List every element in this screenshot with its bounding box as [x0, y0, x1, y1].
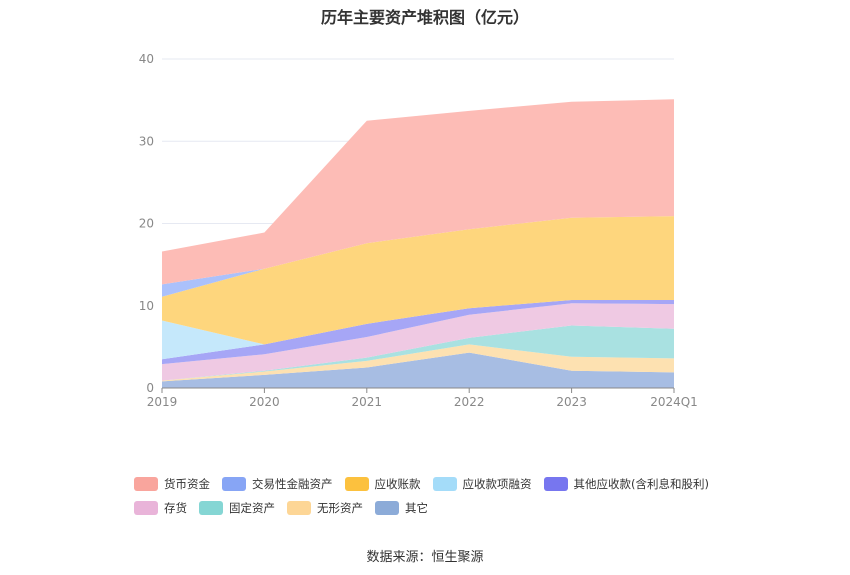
x-tick-label: 2022 — [454, 395, 485, 409]
legend-label: 其它 — [405, 501, 428, 515]
x-tick-label: 2020 — [249, 395, 280, 409]
legend-row: 存货 固定资产 无形资产 其它 — [134, 496, 754, 520]
legend-item[interactable]: 固定资产 — [199, 500, 275, 516]
area-其他应收款(含利息和股利) — [162, 299, 674, 365]
legend: 货币资金 交易性金融资产 应收账款 应收款项融资 其他应收款(含利息和股利) 存货 固定资… — [134, 472, 754, 520]
legend-swatch — [344, 477, 369, 491]
x-tick-label: 2021 — [352, 395, 383, 409]
legend-item[interactable]: 应收款项融资 — [432, 476, 532, 492]
legend-swatch — [222, 477, 246, 491]
legend-swatch — [287, 501, 311, 515]
legend-item[interactable]: 其它 — [375, 500, 428, 516]
area-固定资产 — [162, 325, 674, 381]
area-应收账款 — [162, 216, 674, 345]
legend-item[interactable]: 其他应收款(含利息和股利) — [543, 476, 709, 492]
legend-swatch — [134, 501, 158, 515]
y-tick-label: 10 — [139, 299, 154, 313]
y-tick-label: 30 — [139, 134, 154, 148]
legend-label: 交易性金融资产 — [252, 477, 333, 491]
y-tick-label: 40 — [139, 52, 154, 66]
x-tick-label: 2019 — [147, 395, 178, 409]
legend-swatch — [199, 501, 223, 515]
area-货币资金 — [162, 99, 674, 285]
legend-label: 无形资产 — [317, 501, 363, 515]
legend-swatch — [375, 501, 399, 515]
legend-label: 应收账款 — [374, 477, 421, 491]
legend-item[interactable]: 应收账款 — [344, 476, 421, 492]
area-series — [162, 99, 674, 388]
y-tick-label: 0 — [146, 381, 154, 395]
axes: 0 10 20 30 40 2019 2020 2021 2022 2023 2024Q1 — [139, 52, 698, 409]
legend-swatch — [134, 477, 158, 491]
x-tick-label: 2023 — [556, 395, 587, 409]
legend-swatch — [543, 477, 568, 491]
y-tick-label: 20 — [139, 217, 154, 231]
legend-item[interactable]: 交易性金融资产 — [222, 476, 333, 492]
legend-label: 存货 — [164, 501, 187, 515]
legend-label: 固定资产 — [229, 501, 275, 515]
chart-title: 历年主要资产堆积图（亿元） — [320, 8, 529, 27]
legend-item[interactable]: 存货 — [134, 500, 187, 516]
legend-row: 货币资金 交易性金融资产 应收账款 应收款项融资 其他应收款(含利息和股利) — [134, 472, 754, 496]
source-note: 数据来源：恒生聚源 — [366, 550, 484, 565]
legend-item[interactable]: 无形资产 — [287, 500, 363, 516]
area-其它 — [162, 352, 674, 388]
area-无形资产 — [162, 344, 674, 382]
legend-label: 应收款项融资 — [462, 477, 532, 491]
legend-swatch — [432, 477, 457, 491]
x-tick-label: 2024Q1 — [650, 395, 698, 409]
legend-label: 其他应收款(含利息和股利) — [573, 477, 709, 491]
area-存货 — [162, 303, 674, 381]
legend-item[interactable]: 货币资金 — [134, 476, 210, 492]
legend-label: 货币资金 — [164, 477, 210, 491]
